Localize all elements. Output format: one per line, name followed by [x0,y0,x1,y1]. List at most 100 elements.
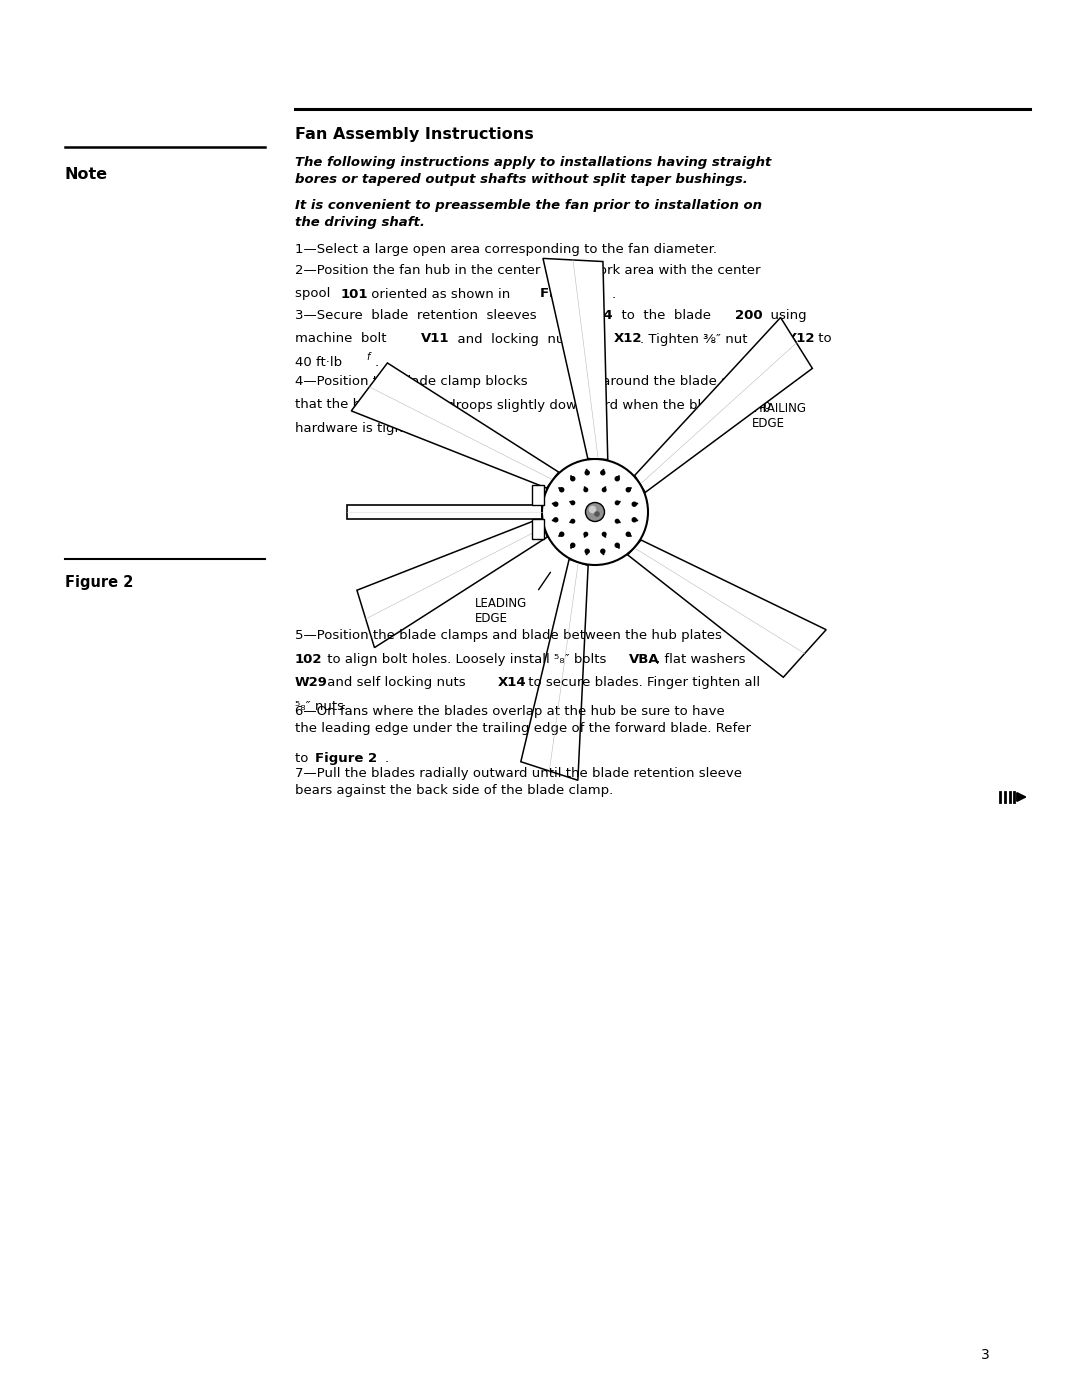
Text: ⁵₈″ nuts.: ⁵₈″ nuts. [295,700,348,712]
Text: machine  bolt: machine bolt [295,332,395,345]
Polygon shape [603,534,606,538]
Polygon shape [347,504,542,520]
Circle shape [570,476,575,481]
Polygon shape [552,503,556,506]
Circle shape [616,502,619,504]
Polygon shape [602,469,604,474]
Text: to secure blades. Finger tighten all: to secure blades. Finger tighten all [525,676,760,689]
Circle shape [554,518,557,522]
Text: Note: Note [65,168,108,182]
Circle shape [594,511,599,517]
Text: hardware is tight.: hardware is tight. [295,422,413,434]
Text: .: . [384,752,389,766]
Polygon shape [552,518,556,521]
Circle shape [585,549,590,553]
Polygon shape [351,363,558,488]
Text: , flat washers: , flat washers [656,652,745,665]
Text: and  locking  nut: and locking nut [448,332,578,345]
Polygon shape [617,520,620,522]
Circle shape [616,476,619,481]
Text: 4—Position the blade clamp blocks: 4—Position the blade clamp blocks [295,374,531,388]
Text: to: to [295,752,312,766]
Text: X12: X12 [613,332,642,345]
Polygon shape [617,502,620,504]
Circle shape [626,532,631,536]
Text: .: . [611,288,616,300]
Circle shape [570,543,575,548]
Text: 40 ft·lb: 40 ft·lb [295,356,342,369]
Polygon shape [627,534,632,536]
Circle shape [600,549,605,553]
Text: .: . [375,356,379,369]
Text: to align bolt holes. Loosely install ⁵₈″ bolts: to align bolt holes. Loosely install ⁵₈″… [323,652,610,665]
Text: VBA: VBA [629,652,660,665]
Text: oriented as shown in: oriented as shown in [367,288,514,300]
Polygon shape [570,545,573,549]
FancyBboxPatch shape [532,520,544,539]
Text: droops slightly downward when the blade clamp: droops slightly downward when the blade … [443,398,770,412]
Polygon shape [634,518,638,521]
Text: 7—Pull the blades radially outward until the blade retention sleeve
bears agains: 7—Pull the blades radially outward until… [295,767,742,796]
Polygon shape [634,503,638,506]
Polygon shape [602,550,604,555]
Text: 102: 102 [295,652,323,665]
Polygon shape [584,534,586,538]
Text: 6—On fans where the blades overlap at the hub be sure to have
the leading edge u: 6—On fans where the blades overlap at th… [295,705,751,735]
Polygon shape [603,486,606,490]
Text: around the blade shank so: around the blade shank so [597,374,780,388]
Text: X14: X14 [498,676,527,689]
Polygon shape [569,520,573,522]
Polygon shape [584,486,586,490]
Polygon shape [558,534,563,536]
FancyBboxPatch shape [532,485,544,504]
Polygon shape [627,488,632,490]
Polygon shape [569,502,573,504]
Polygon shape [521,559,589,781]
Circle shape [603,532,606,536]
Polygon shape [356,518,548,648]
Polygon shape [558,488,563,490]
Text: X12: X12 [786,332,815,345]
Text: 3—Secure  blade  retention  sleeves: 3—Secure blade retention sleeves [295,309,545,321]
Circle shape [542,460,648,564]
Polygon shape [570,475,573,479]
Polygon shape [617,545,619,549]
Text: 3: 3 [982,1348,990,1362]
Text: to: to [813,332,832,345]
Text: f: f [366,352,369,362]
Circle shape [585,503,605,521]
Text: TRAILING
EDGE: TRAILING EDGE [752,402,806,429]
Text: to  the  blade: to the blade [613,309,719,321]
Polygon shape [586,469,589,474]
Text: 2—Position the fan hub in the center of the work area with the center: 2—Position the fan hub in the center of … [295,264,760,277]
Text: and self locking nuts: and self locking nuts [323,676,470,689]
Text: that the blade: that the blade [295,398,394,412]
Text: The following instructions apply to installations having straight
bores or taper: The following instructions apply to inst… [295,156,771,186]
Polygon shape [635,317,812,492]
Polygon shape [617,475,619,479]
Circle shape [584,532,588,536]
Text: 103: 103 [570,374,598,388]
Circle shape [585,471,590,475]
Text: 200: 200 [735,309,762,321]
Polygon shape [586,550,589,555]
Text: V11: V11 [420,332,449,345]
Circle shape [559,532,564,536]
Circle shape [632,518,636,522]
Text: Figure 1: Figure 1 [540,288,602,300]
Circle shape [571,520,575,522]
Circle shape [616,543,619,548]
Text: Figure 2: Figure 2 [314,752,377,766]
Text: spool: spool [295,288,335,300]
Text: . Tighten ⅜″ nut: . Tighten ⅜″ nut [640,332,756,345]
Circle shape [600,471,605,475]
Text: using: using [762,309,807,321]
Text: 101: 101 [340,288,368,300]
Text: 200: 200 [416,398,443,412]
Circle shape [559,488,564,492]
Text: It is convenient to preassemble the fan prior to installation on
the driving sha: It is convenient to preassemble the fan … [295,198,762,229]
Text: LEADING
EDGE: LEADING EDGE [475,597,527,624]
Circle shape [584,488,588,492]
Text: W29: W29 [295,676,328,689]
Polygon shape [543,258,608,460]
